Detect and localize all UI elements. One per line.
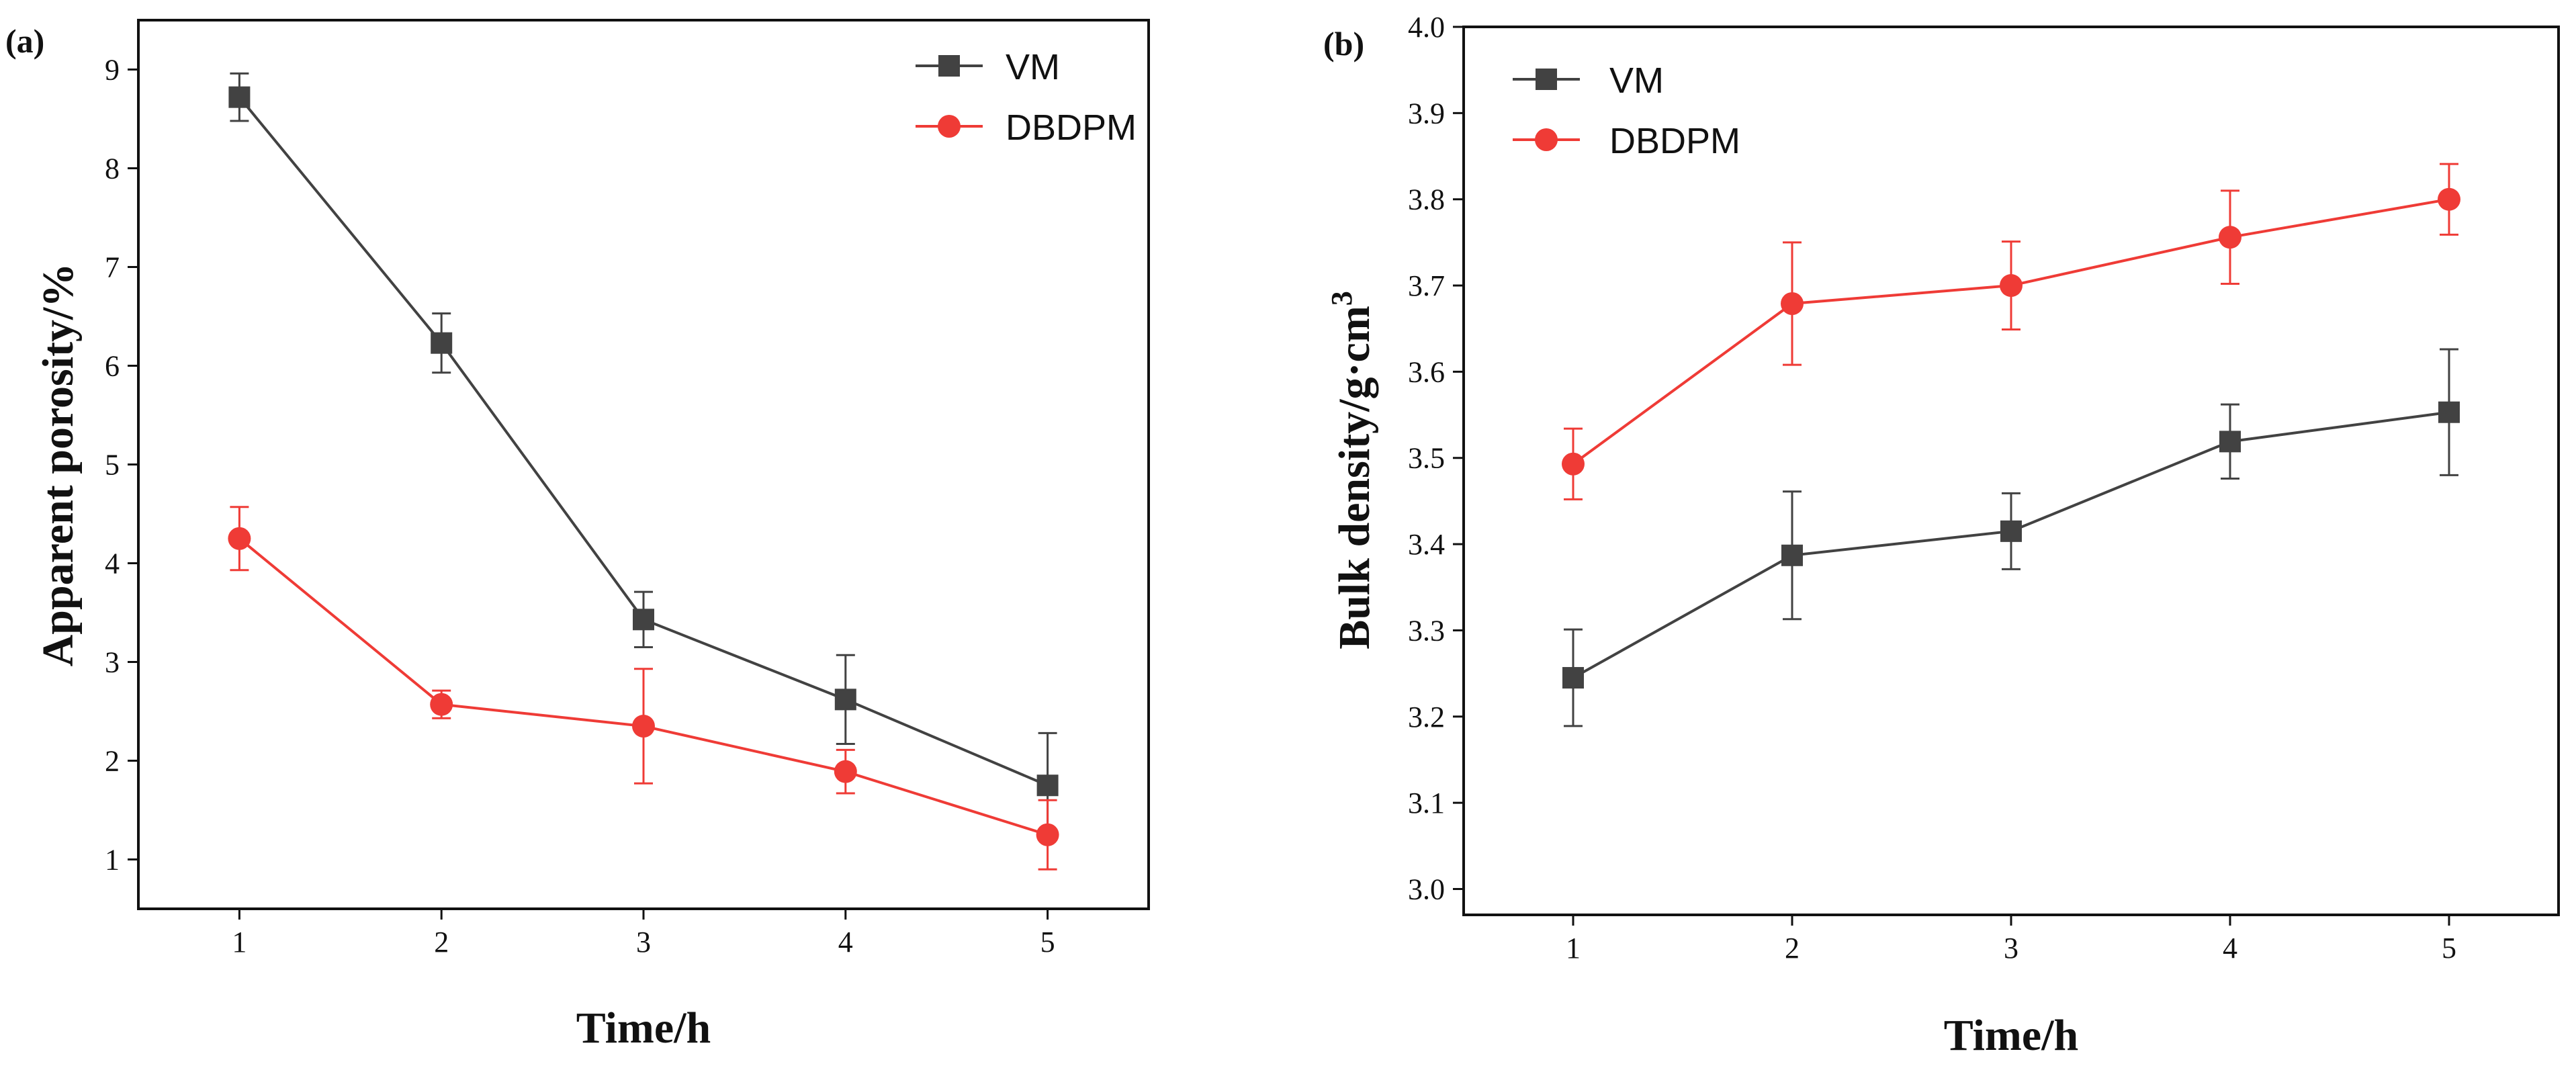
y-tick-label-a-7: 8 <box>105 152 120 185</box>
data-point-dbdpm-b-1 <box>1781 292 1804 316</box>
series-line-dbdpm-b <box>1572 197 2450 465</box>
y-tick-label-b-7: 3.7 <box>1408 269 1445 302</box>
y-tick-label-b-6: 3.6 <box>1408 355 1445 388</box>
x-tick-label-a-0: 1 <box>232 926 247 959</box>
data-point-vm-a-2 <box>633 609 654 631</box>
legend-marker-vm-b <box>1536 69 1557 90</box>
legend-marker-vm-a <box>938 55 960 77</box>
y-tick-label-a-6: 7 <box>105 251 120 284</box>
y-tick-label-a-1: 2 <box>105 745 120 778</box>
data-point-dbdpm-b-3 <box>2219 226 2241 249</box>
x-axis-title-b: Time/h <box>1944 1011 2078 1060</box>
x-tick-label-a-1: 2 <box>434 926 449 959</box>
legend-marker-dbdpm-b <box>1535 128 1558 151</box>
y-axis-title-b: Bulk density/g·cm3 <box>1325 291 1379 650</box>
legend-b: VM DBDPM <box>1513 60 1740 161</box>
data-point-dbdpm-b-0 <box>1562 452 1585 476</box>
y-tick-label-a-4: 5 <box>105 449 120 482</box>
data-point-vm-b-0 <box>1562 667 1584 689</box>
y-tick-label-a-2: 3 <box>105 646 120 679</box>
data-point-vm-a-0 <box>228 86 251 108</box>
y-tick-label-b-4: 3.4 <box>1408 528 1445 561</box>
x-tick-label-a-2: 3 <box>636 926 651 959</box>
y-tick-label-a-0: 1 <box>105 844 120 877</box>
data-point-vm-b-3 <box>2219 431 2241 453</box>
y-tick-label-b-10: 4.0 <box>1408 11 1445 44</box>
data-point-vm-b-1 <box>1781 544 1803 566</box>
data-point-dbdpm-b-4 <box>2438 187 2460 211</box>
data-point-vm-b-2 <box>2000 520 2022 542</box>
y-ticks-b: 3.0 3.1 3.2 3.3 3.4 3.5 3.6 3.7 3.8 3.9 4.0 <box>1408 11 1464 905</box>
panel-a-apparent-porosity-chart: (a) 1 2 3 4 5 1 2 3 4 5 6 7 8 9 Time/h Apparent poro… <box>5 19 1150 1053</box>
x-tick-label-a-4: 5 <box>1040 926 1055 959</box>
x-tick-label-b-1: 2 <box>1785 932 1800 965</box>
panel-b-bulk-density-chart: (b) 1 2 3 4 5 3.0 3.1 3.2 3.3 3.4 3.5 3.6 3.7 3.8 3.9… <box>1323 11 2560 1060</box>
y-tick-label-a-3: 4 <box>105 547 120 580</box>
legend-label-vm-a: VM <box>1006 47 1060 87</box>
y-tick-label-b-0: 3.0 <box>1408 873 1445 905</box>
data-point-vm-a-4 <box>1036 774 1059 797</box>
legend-marker-dbdpm-a <box>938 115 961 138</box>
panel-label-b: (b) <box>1323 25 1364 62</box>
legend-label-vm-b: VM <box>1609 60 1664 101</box>
data-point-dbdpm-b-2 <box>2000 274 2023 298</box>
y-tick-label-b-5: 3.5 <box>1408 442 1445 475</box>
data-point-dbdpm-a-1 <box>430 693 453 716</box>
data-point-vm-b-4 <box>2438 401 2460 423</box>
series-layer-b <box>1562 163 2460 727</box>
y-tick-label-b-3: 3.3 <box>1408 614 1445 647</box>
y-tick-label-a-8: 9 <box>105 54 120 87</box>
series-layer-a <box>228 72 1059 871</box>
x-tick-label-b-2: 3 <box>2004 932 2018 965</box>
x-tick-label-b-4: 5 <box>2442 932 2456 965</box>
x-tick-label-b-0: 1 <box>1566 932 1581 965</box>
data-point-dbdpm-a-0 <box>228 527 251 550</box>
data-point-vm-a-1 <box>431 332 453 354</box>
panel-label-a: (a) <box>5 22 44 60</box>
y-tick-label-b-9: 3.9 <box>1408 97 1445 130</box>
y-tick-label-b-8: 3.8 <box>1408 183 1445 216</box>
y-axis-title-a: Apparent porosity/% <box>34 263 83 667</box>
x-ticks-a: 1 2 3 4 5 <box>232 909 1055 959</box>
y-tick-label-b-2: 3.2 <box>1408 701 1445 734</box>
data-point-dbdpm-a-3 <box>834 760 857 783</box>
y-axis-title-b-superscript: 3 <box>1325 291 1358 306</box>
data-point-dbdpm-a-2 <box>632 715 655 738</box>
x-tick-label-b-3: 4 <box>2223 932 2237 965</box>
y-ticks-a: 1 2 3 4 5 6 7 8 9 <box>105 54 138 877</box>
y-tick-label-a-5: 6 <box>105 350 120 383</box>
x-tick-label-a-3: 4 <box>838 926 853 959</box>
legend-label-dbdpm-a: DBDPM <box>1006 107 1137 148</box>
data-point-vm-a-3 <box>834 689 856 711</box>
y-axis-title-b-main: Bulk density/g·cm <box>1330 306 1379 650</box>
x-ticks-b: 1 2 3 4 5 <box>1566 915 2456 965</box>
legend-label-dbdpm-b: DBDPM <box>1609 121 1740 161</box>
legend-a: VM DBDPM <box>916 47 1137 148</box>
y-tick-label-b-1: 3.1 <box>1408 787 1445 819</box>
x-axis-title-a: Time/h <box>576 1004 711 1053</box>
data-point-dbdpm-a-4 <box>1036 823 1059 846</box>
